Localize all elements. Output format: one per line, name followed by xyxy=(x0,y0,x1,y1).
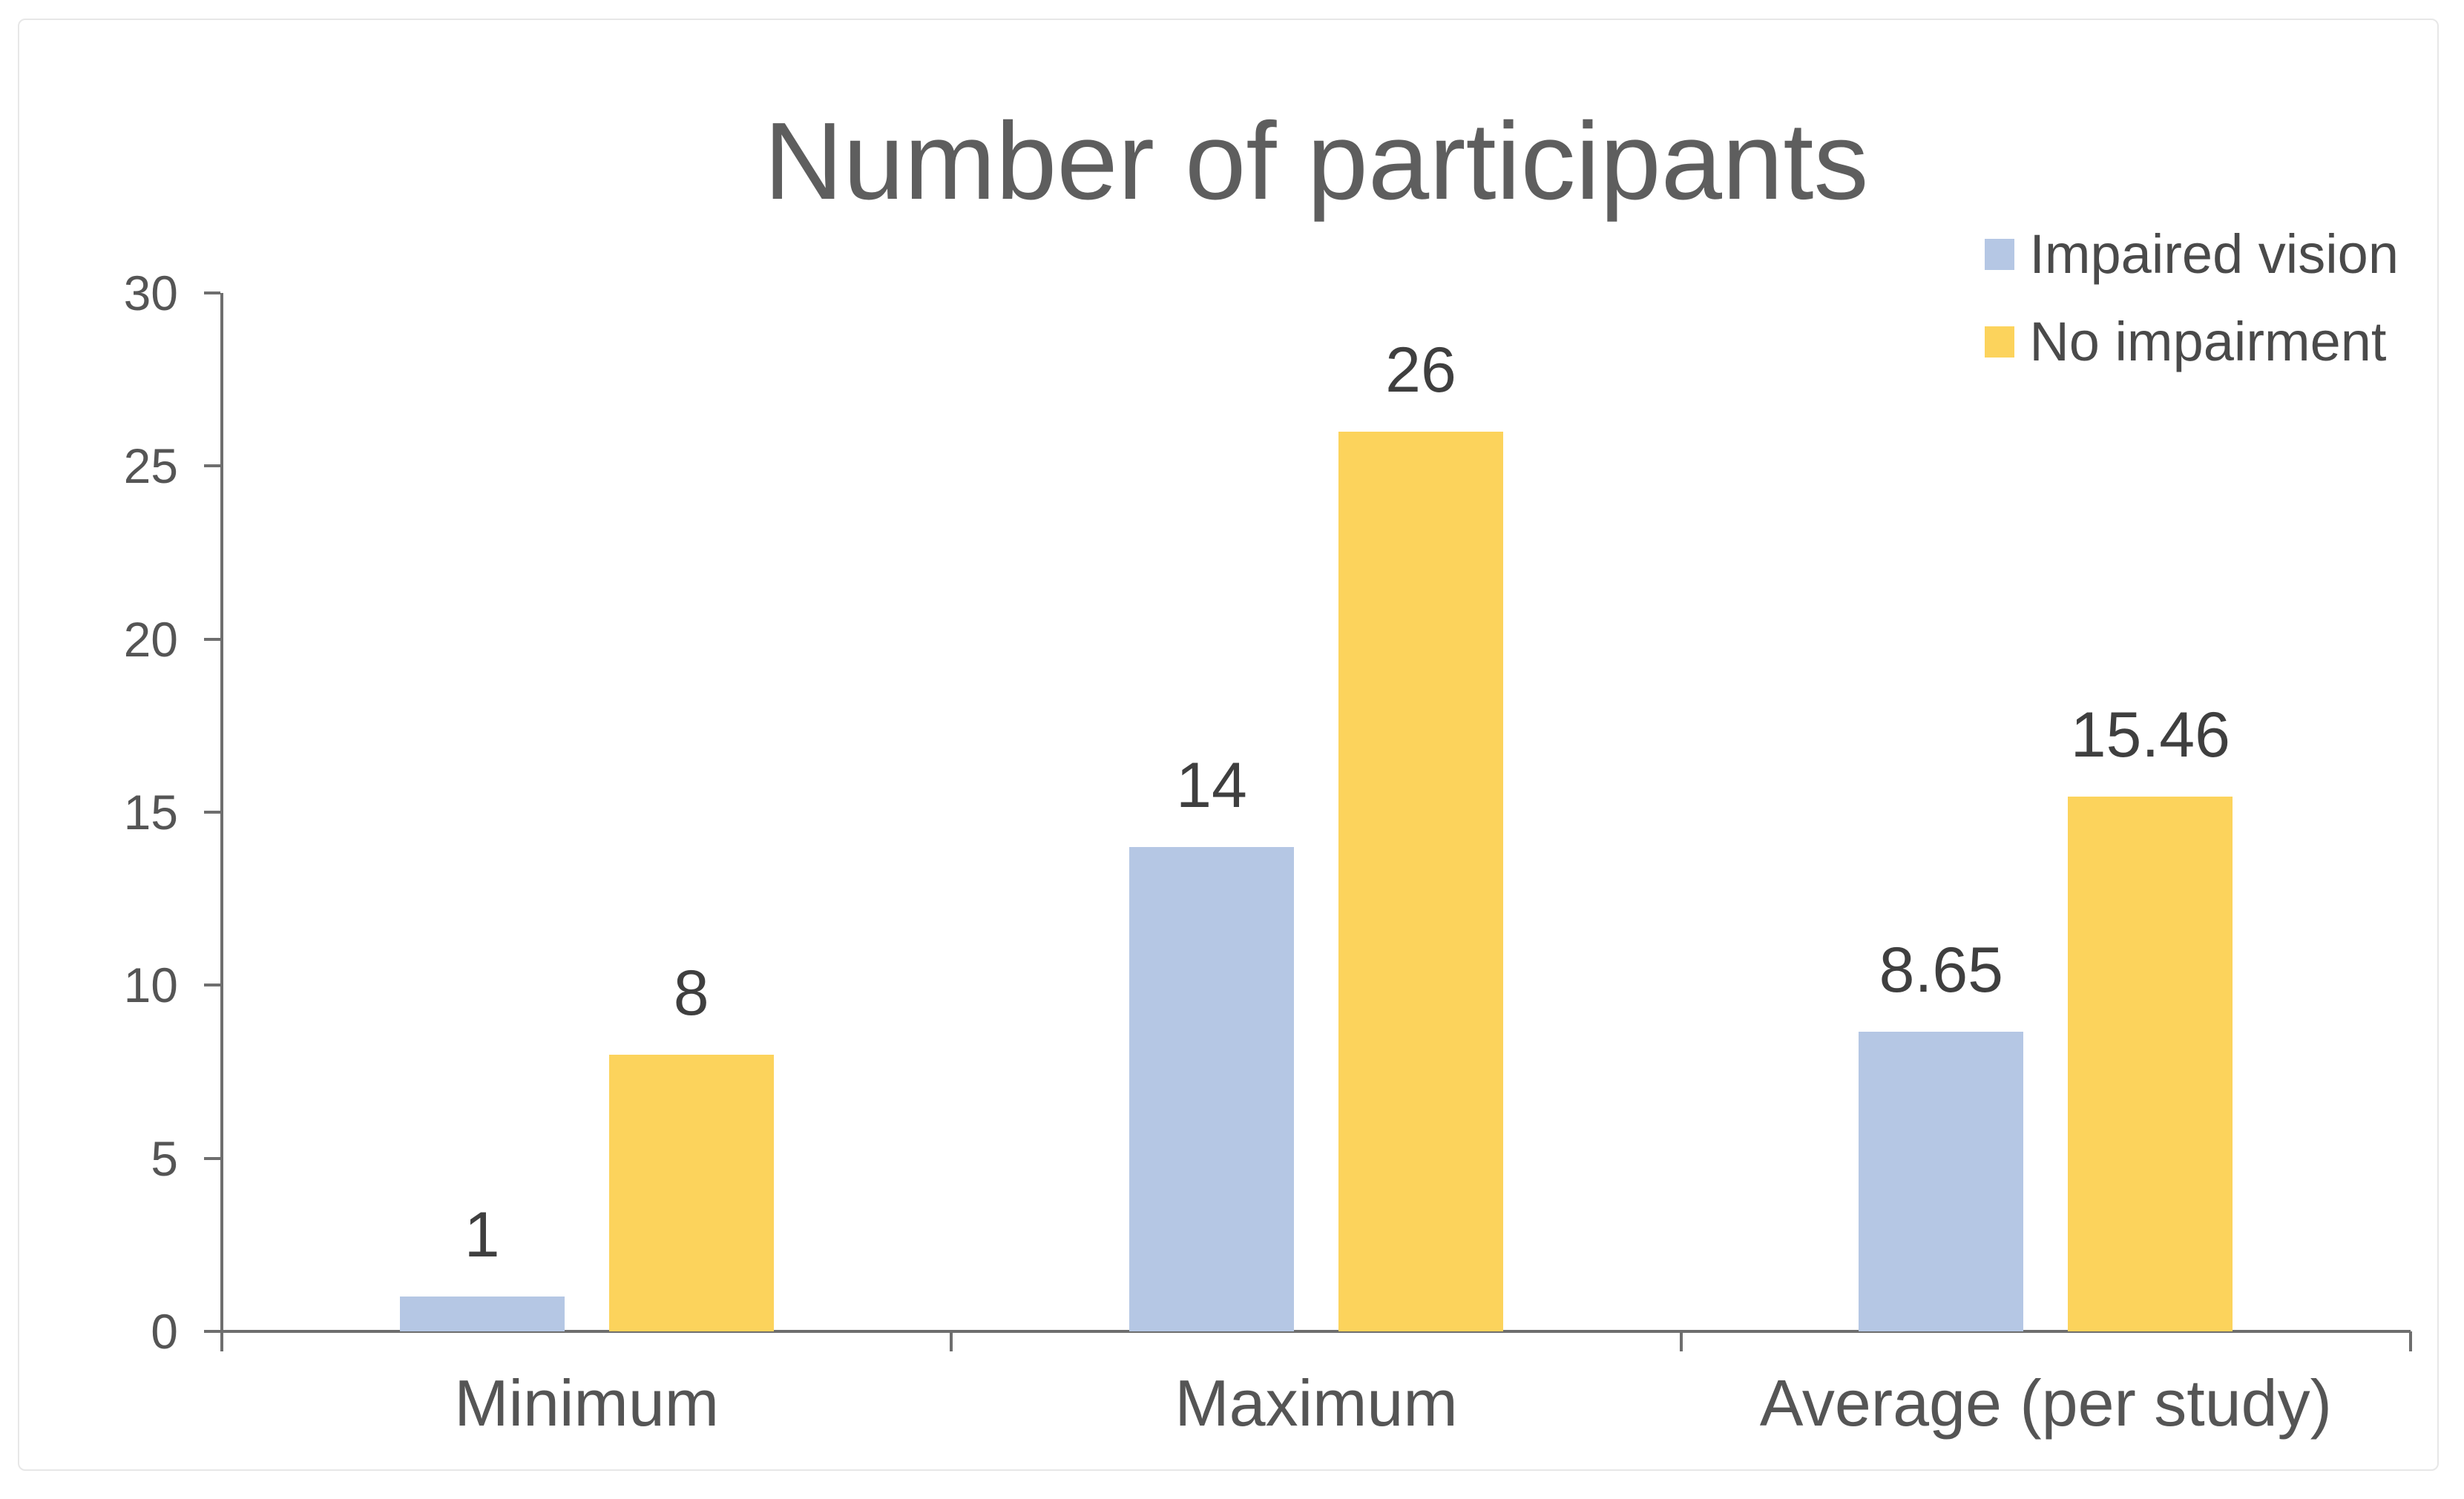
legend-label-no-impairment: No impairment xyxy=(2029,311,2387,372)
legend-swatch-impaired-vision-icon xyxy=(1985,239,2015,270)
legend: Impaired vision No impairment xyxy=(1985,221,2399,375)
legend-label-impaired-vision: Impaired vision xyxy=(2029,223,2399,285)
chart-title: Number of participants xyxy=(763,100,1869,223)
legend-swatch-no-impairment-icon xyxy=(1985,326,2015,358)
legend-item-impaired-vision: Impaired vision xyxy=(1985,221,2399,288)
legend-item-no-impairment: No impairment xyxy=(1985,309,2399,375)
